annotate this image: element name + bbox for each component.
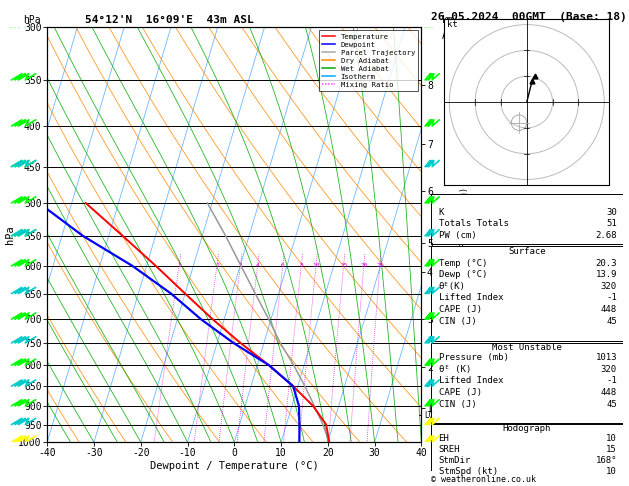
Text: 320: 320 <box>601 282 617 291</box>
Text: Mixing Ratio (g/kg): Mixing Ratio (g/kg) <box>460 187 469 282</box>
Bar <box>431 343 623 423</box>
Text: CAPE (J): CAPE (J) <box>438 305 482 314</box>
Text: θᴱ(K): θᴱ(K) <box>438 282 465 291</box>
X-axis label: Dewpoint / Temperature (°C): Dewpoint / Temperature (°C) <box>150 461 319 470</box>
Text: StmSpd (kt): StmSpd (kt) <box>438 467 498 476</box>
Text: 26.05.2024  00GMT  (Base: 18): 26.05.2024 00GMT (Base: 18) <box>431 12 626 22</box>
Text: 448: 448 <box>601 305 617 314</box>
Text: 10: 10 <box>312 263 320 268</box>
Text: 6: 6 <box>281 263 285 268</box>
Text: 20.3: 20.3 <box>596 259 617 268</box>
Text: Surface: Surface <box>508 247 545 256</box>
Text: km: km <box>442 15 454 25</box>
Text: Temp (°C): Temp (°C) <box>438 259 487 268</box>
Text: 15: 15 <box>606 445 617 454</box>
Text: Hodograph: Hodograph <box>503 424 551 433</box>
Text: Lifted Index: Lifted Index <box>438 376 503 385</box>
Text: -1: -1 <box>606 376 617 385</box>
Text: Lifted Index: Lifted Index <box>438 293 503 302</box>
Text: © weatheronline.co.uk: © weatheronline.co.uk <box>431 474 536 484</box>
Text: 1013: 1013 <box>596 353 617 363</box>
Text: 13.9: 13.9 <box>596 270 617 279</box>
Text: PW (cm): PW (cm) <box>438 231 476 241</box>
Bar <box>431 245 623 341</box>
Text: 45: 45 <box>606 317 617 326</box>
Text: Totals Totals: Totals Totals <box>438 219 508 228</box>
Text: 54°12'N  16°09'E  43m ASL: 54°12'N 16°09'E 43m ASL <box>84 16 253 25</box>
Text: CAPE (J): CAPE (J) <box>438 388 482 397</box>
Text: 2: 2 <box>215 263 219 268</box>
Text: hPa: hPa <box>23 16 40 25</box>
Legend: Temperature, Dewpoint, Parcel Trajectory, Dry Adiabat, Wet Adiabat, Isotherm, Mi: Temperature, Dewpoint, Parcel Trajectory… <box>319 30 418 91</box>
Text: 30: 30 <box>606 208 617 217</box>
Text: StmDir: StmDir <box>438 456 470 465</box>
Text: K: K <box>438 208 444 217</box>
Text: SREH: SREH <box>438 445 460 454</box>
Text: -1: -1 <box>606 293 617 302</box>
Text: 45: 45 <box>606 399 617 409</box>
Text: EH: EH <box>438 434 449 443</box>
Text: 2.68: 2.68 <box>596 231 617 241</box>
Text: 15: 15 <box>340 263 347 268</box>
Text: CIN (J): CIN (J) <box>438 317 476 326</box>
Text: 51: 51 <box>606 219 617 228</box>
Text: 25: 25 <box>376 263 384 268</box>
Text: 1: 1 <box>177 263 181 268</box>
Text: 10: 10 <box>606 434 617 443</box>
Bar <box>431 424 623 471</box>
Text: CIN (J): CIN (J) <box>438 399 476 409</box>
Text: 8: 8 <box>299 263 303 268</box>
Y-axis label: hPa: hPa <box>5 225 15 244</box>
Text: θᴱ (K): θᴱ (K) <box>438 365 470 374</box>
Text: 448: 448 <box>601 388 617 397</box>
Text: 4: 4 <box>256 263 259 268</box>
Text: 168°: 168° <box>596 456 617 465</box>
Text: 3: 3 <box>238 263 242 268</box>
Text: ASL: ASL <box>442 31 460 41</box>
Text: kt: kt <box>447 20 457 29</box>
Text: LCL: LCL <box>424 411 438 420</box>
Text: 20: 20 <box>360 263 367 268</box>
Text: Pressure (mb): Pressure (mb) <box>438 353 508 363</box>
Text: 10: 10 <box>606 467 617 476</box>
Text: Most Unstable: Most Unstable <box>492 343 562 352</box>
Text: Dewp (°C): Dewp (°C) <box>438 270 487 279</box>
Bar <box>431 194 623 244</box>
Text: 320: 320 <box>601 365 617 374</box>
